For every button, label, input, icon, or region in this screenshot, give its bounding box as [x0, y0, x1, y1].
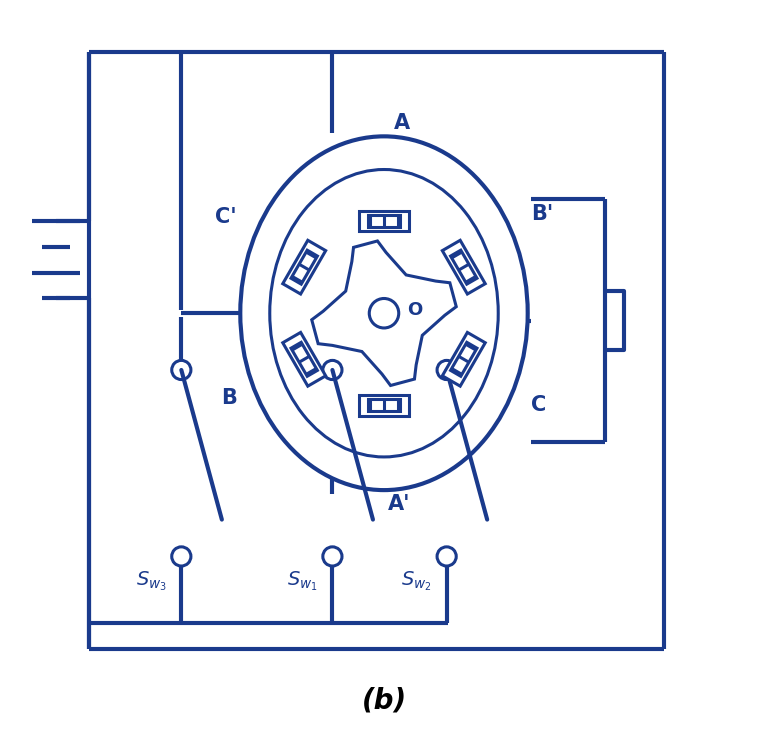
Circle shape [437, 547, 456, 566]
Polygon shape [283, 332, 326, 386]
Text: O: O [407, 301, 422, 318]
Polygon shape [442, 332, 485, 386]
Text: B: B [220, 388, 237, 408]
Circle shape [437, 360, 456, 380]
Text: $S_{w_3}$: $S_{w_3}$ [136, 570, 167, 593]
Polygon shape [283, 240, 326, 294]
Polygon shape [359, 395, 409, 416]
Circle shape [369, 298, 399, 328]
Text: A: A [394, 113, 410, 133]
Polygon shape [359, 211, 409, 231]
Polygon shape [451, 342, 477, 377]
Text: (b): (b) [362, 687, 406, 715]
Text: A': A' [388, 494, 410, 514]
Polygon shape [451, 250, 477, 284]
Ellipse shape [240, 136, 528, 490]
Polygon shape [368, 215, 400, 227]
Text: C: C [531, 395, 547, 416]
Text: C': C' [215, 207, 237, 228]
Circle shape [172, 547, 191, 566]
Text: B': B' [531, 203, 554, 224]
Polygon shape [291, 250, 317, 284]
Circle shape [323, 547, 342, 566]
Ellipse shape [270, 170, 498, 457]
Circle shape [323, 360, 342, 380]
Polygon shape [442, 240, 485, 294]
Text: $S_{w_1}$: $S_{w_1}$ [286, 570, 317, 593]
Text: $S_{w_2}$: $S_{w_2}$ [401, 570, 432, 593]
Polygon shape [291, 342, 317, 377]
Polygon shape [368, 399, 400, 411]
Circle shape [172, 360, 191, 380]
Polygon shape [312, 241, 456, 385]
